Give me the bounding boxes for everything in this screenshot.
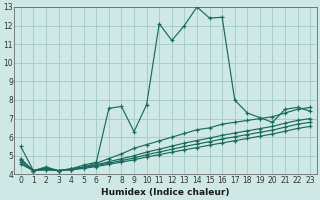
X-axis label: Humidex (Indice chaleur): Humidex (Indice chaleur) <box>101 188 230 197</box>
